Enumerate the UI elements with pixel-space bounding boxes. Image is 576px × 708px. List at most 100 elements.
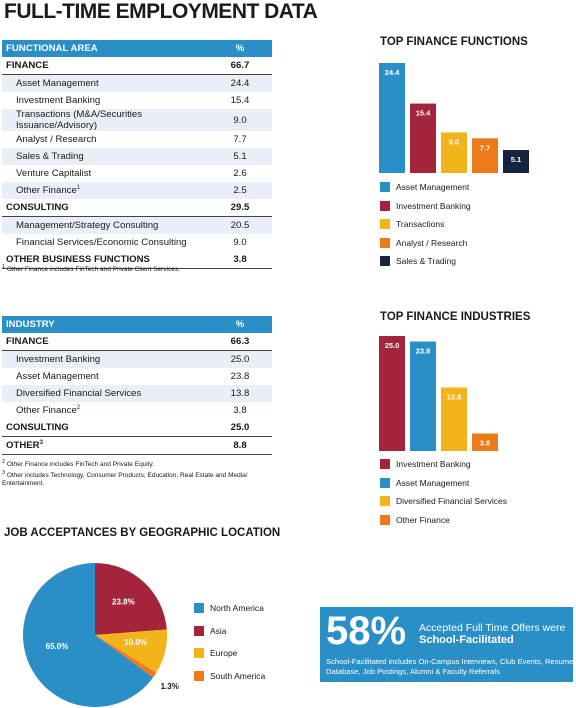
row-value: 3.8 <box>208 251 272 269</box>
row-value: 29.5 <box>208 199 272 217</box>
table-row: Transactions (M&A/Securities Issuance/Ad… <box>2 109 272 131</box>
legend-swatch <box>194 603 204 614</box>
row-label: OTHER3 <box>2 436 208 455</box>
callout-line2: School-Facilitated <box>419 634 514 646</box>
legend-label: Analyst / Research <box>396 237 468 248</box>
bar-sales-trading <box>503 150 529 173</box>
bar-value-label: 9.0 <box>449 137 459 146</box>
row-label: CONSULTING <box>2 199 208 217</box>
table-row: Asset Management 23.8 <box>2 368 272 385</box>
table-row: Investment Banking 25.0 <box>2 350 272 368</box>
chart2-legend: Investment Banking Asset Management Divers… <box>380 455 507 529</box>
chart1-title: TOP FINANCE FUNCTIONS <box>380 36 528 48</box>
table-header: FUNCTIONAL AREA% <box>2 40 272 57</box>
row-label: FINANCE <box>2 333 208 351</box>
bar-asset-management <box>379 63 405 173</box>
bar-value-label: 15.4 <box>416 109 431 118</box>
table-row: Management/Strategy Consulting 20.5 <box>2 216 272 234</box>
legend-item: Asset Management <box>380 178 471 197</box>
legend-item: Europe <box>194 642 265 665</box>
table-row: Analyst / Research 7.7 <box>2 131 272 148</box>
legend-item: Other Finance <box>380 511 507 530</box>
geographic-pie-chart: 23.8% 10.0% 1.3% 65.0% <box>22 563 179 707</box>
row-value: 23.8 <box>230 371 250 382</box>
bar-value-label: 5.1 <box>511 155 521 164</box>
pie-title: JOB ACCEPTANCES BY GEOGRAPHIC LOCATION <box>4 527 281 539</box>
bar-value-label: 25.0 <box>385 341 400 350</box>
legend-item: Sales & Trading <box>380 252 471 271</box>
row-value: 24.4 <box>208 74 272 92</box>
legend-item: Analyst / Research <box>380 234 471 253</box>
row-label: Financial Services/Economic Consulting <box>16 237 187 248</box>
functional-area-table: FUNCTIONAL AREA% FINANCE 66.7 Asset Managem… <box>2 40 272 269</box>
table-header: INDUSTRY% <box>2 316 272 333</box>
legend-label: Asset Management <box>396 477 470 488</box>
bar-value-label: 13.8 <box>447 393 462 402</box>
legend-swatch <box>380 496 390 507</box>
bar-other-finance <box>472 433 498 451</box>
pie-value-label: 1.3% <box>161 682 179 691</box>
chart2-title: TOP FINANCE INDUSTRIES <box>380 311 531 323</box>
finance-industries-bar-chart: 25.0 23.8 13.8 3.8 <box>379 336 498 451</box>
row-label: Management/Strategy Consulting <box>2 216 208 234</box>
legend-label: Transactions <box>396 219 445 230</box>
table-row: Other Finance2 3.8 <box>2 402 272 419</box>
legend-label: Europe <box>210 648 238 659</box>
table-row: FINANCE 66.7 <box>2 57 272 75</box>
table-row: Asset Management 24.4 <box>2 74 272 92</box>
legend-swatch <box>380 182 390 193</box>
pie-value-label: 65.0% <box>46 642 69 651</box>
header-label: INDUSTRY <box>2 316 208 333</box>
industry-footnote-2: 2 Other Finance includes FinTech and Pri… <box>2 459 155 469</box>
row-value: 7.7 <box>233 134 247 145</box>
row-value: 2.5 <box>208 182 272 199</box>
school-facilitated-callout: 58% Accepted Full Time Offers were Schoo… <box>320 607 573 682</box>
industry-footnote-3: 3 Other includes Technology, Consumer Pr… <box>2 470 248 488</box>
industry-footnotes: 2 Other Finance includes FinTech and Pri… <box>2 458 284 488</box>
legend-item: Diversified Financial Services <box>380 492 507 511</box>
pie-value-label: 23.8% <box>112 597 135 606</box>
legend-item: Asia <box>194 620 265 643</box>
bar-investment-banking <box>410 103 436 173</box>
table-row: OTHER BUSINESS FUNCTIONS 3.8 <box>2 251 272 269</box>
functional-footnote: 1 Other Finance includes FinTech and Pri… <box>2 264 180 274</box>
legend-label: South America <box>210 670 266 681</box>
legend-swatch <box>380 219 390 230</box>
header-percent: % <box>208 316 272 333</box>
legend-label: North America <box>210 603 264 614</box>
row-value: 20.5 <box>208 216 272 234</box>
row-value: 13.8 <box>208 385 272 402</box>
table-row: CONSULTING 29.5 <box>2 199 272 217</box>
table-row: OTHER3 8.8 <box>2 436 272 455</box>
row-label: Analyst / Research <box>16 134 97 145</box>
table-row: Venture Capitalist 2.6 <box>2 165 272 182</box>
callout-percent: 58% <box>326 609 407 653</box>
legend-swatch <box>380 514 390 525</box>
legend-item: North America <box>194 597 265 620</box>
pie-slice-europe <box>95 629 168 673</box>
legend-label: Asset Management <box>396 182 470 193</box>
row-value: 25.0 <box>208 419 272 437</box>
row-value: 25.0 <box>208 350 272 368</box>
legend-label: Other Finance <box>396 514 450 525</box>
legend-label: Diversified Financial Services <box>396 496 508 507</box>
pie-slice-asia <box>95 563 167 635</box>
table-row: Sales & Trading 5.1 <box>2 148 272 165</box>
row-value: 8.8 <box>208 436 272 455</box>
legend-swatch <box>194 670 204 681</box>
row-label: FINANCE <box>2 57 208 75</box>
row-value: 3.8 <box>233 405 247 416</box>
legend-label: Sales & Trading <box>396 256 457 267</box>
row-label: OTHER BUSINESS FUNCTIONS <box>2 251 208 269</box>
legend-item: South America <box>194 665 265 688</box>
legend-swatch <box>194 648 204 659</box>
table-row: FINANCE 66.3 <box>2 333 272 351</box>
row-label: Venture Capitalist <box>16 168 92 179</box>
finance-functions-bar-chart: 24.4 15.4 9.0 7.7 5.1 <box>379 63 529 173</box>
row-value: 2.6 <box>233 168 247 179</box>
row-label: Diversified Financial Services <box>2 385 208 402</box>
row-label: Transactions (M&A/Securities Issuance/Ad… <box>2 109 208 131</box>
legend-swatch <box>194 625 204 636</box>
row-label: Other Finance2 <box>16 404 81 417</box>
legend-item: Investment Banking <box>380 455 507 474</box>
